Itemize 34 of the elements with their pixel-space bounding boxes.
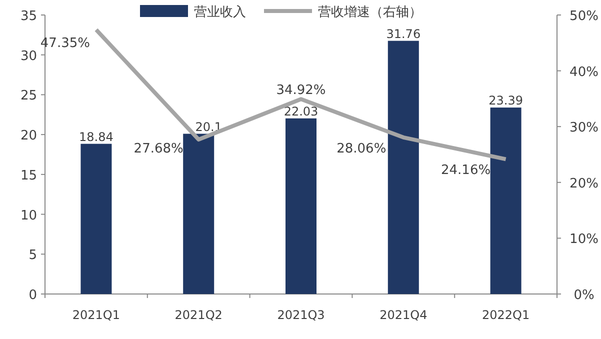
y2-tick-label: 10%	[570, 232, 598, 248]
data-label: 23.39	[488, 94, 523, 108]
y-tick-label: 35	[20, 9, 37, 24]
legend-label: 营收增速（右轴）	[318, 5, 422, 20]
y2-tick-label: 30%	[570, 120, 598, 136]
legend-label: 营业收入	[194, 5, 246, 20]
x-tick-label: 2022Q1	[482, 308, 530, 322]
y-tick-label: 10	[20, 208, 37, 224]
y2-tick-label: 50%	[570, 9, 598, 24]
data-label: 18.84	[79, 130, 114, 144]
x-tick-label: 2021Q1	[72, 308, 120, 322]
bar	[490, 108, 522, 294]
data-label: 27.68%	[134, 142, 184, 157]
data-label: 24.16%	[441, 163, 491, 178]
y-tick-label: 15	[20, 168, 37, 184]
x-tick-label: 2021Q4	[380, 308, 428, 322]
x-tick-label: 2021Q2	[174, 308, 222, 322]
y2-tick-label: 40%	[570, 64, 598, 80]
y-tick-label: 0	[28, 288, 37, 303]
data-label: 31.76	[386, 26, 421, 41]
data-label: 28.06%	[336, 141, 386, 156]
y2-tick-label: 20%	[570, 176, 598, 192]
bar	[80, 144, 112, 294]
y-tick-label: 30	[20, 48, 37, 64]
bar	[183, 134, 214, 294]
y-tick-label: 25	[20, 88, 37, 104]
x-tick-label: 2021Q3	[277, 308, 325, 322]
data-label: 22.03	[284, 104, 318, 118]
bar	[388, 40, 419, 294]
y-tick-label: 20	[20, 128, 37, 144]
y-tick-label: 5	[28, 248, 37, 264]
data-label: 34.92%	[276, 83, 326, 98]
bar	[286, 118, 316, 294]
y2-tick-label: 0%	[574, 288, 594, 303]
